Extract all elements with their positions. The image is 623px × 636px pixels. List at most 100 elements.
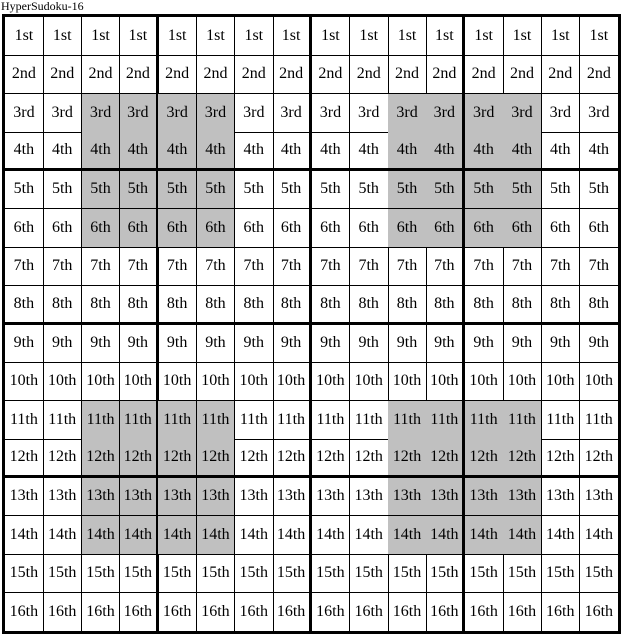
grid-cell[interactable]: 4th (349, 132, 389, 171)
grid-cell[interactable]: 9th (119, 324, 159, 363)
grid-cell[interactable]: 7th (503, 247, 542, 287)
grid-cell[interactable]: 2nd (426, 55, 466, 95)
grid-cell[interactable]: 4th (541, 132, 581, 171)
grid-cell[interactable]: 12th (119, 439, 159, 478)
grid-cell[interactable]: 3rd (388, 93, 427, 133)
grid-cell[interactable]: 7th (311, 247, 351, 287)
grid-cell[interactable]: 8th (196, 285, 236, 325)
grid-cell[interactable]: 15th (541, 554, 581, 594)
grid-cell[interactable]: 14th (311, 515, 351, 555)
grid-cell[interactable]: 11th (81, 400, 121, 440)
grid-cell[interactable]: 12th (196, 439, 236, 478)
grid-cell[interactable]: 4th (43, 132, 83, 171)
grid-cell[interactable]: 13th (273, 477, 312, 517)
grid-cell[interactable]: 5th (158, 170, 198, 210)
grid-cell[interactable]: 11th (234, 400, 274, 440)
grid-cell[interactable]: 9th (273, 324, 312, 363)
grid-cell[interactable]: 2nd (311, 55, 351, 95)
grid-cell[interactable]: 16th (158, 592, 198, 631)
grid-cell[interactable]: 11th (503, 400, 542, 440)
grid-cell[interactable]: 16th (541, 592, 581, 631)
grid-cell[interactable]: 6th (234, 208, 274, 248)
grid-cell[interactable]: 5th (43, 170, 83, 210)
grid-cell[interactable]: 14th (503, 515, 542, 555)
grid-cell[interactable]: 7th (158, 247, 198, 287)
grid-cell[interactable]: 11th (311, 400, 351, 440)
grid-cell[interactable]: 16th (426, 592, 466, 631)
grid-cell[interactable]: 6th (426, 208, 466, 248)
grid-cell[interactable]: 2nd (5, 55, 44, 95)
grid-cell[interactable]: 7th (81, 247, 121, 287)
grid-cell[interactable]: 9th (541, 324, 581, 363)
grid-cell[interactable]: 4th (234, 132, 274, 171)
grid-cell[interactable]: 14th (5, 515, 44, 555)
grid-cell[interactable]: 1st (81, 17, 121, 56)
grid-cell[interactable]: 2nd (119, 55, 159, 95)
grid-cell[interactable]: 1st (426, 17, 466, 56)
grid-cell[interactable]: 2nd (158, 55, 198, 95)
grid-cell[interactable]: 9th (503, 324, 542, 363)
grid-cell[interactable]: 4th (579, 132, 618, 171)
grid-cell[interactable]: 15th (234, 554, 274, 594)
grid-cell[interactable]: 16th (503, 592, 542, 631)
grid-cell[interactable]: 4th (81, 132, 121, 171)
grid-cell[interactable]: 11th (158, 400, 198, 440)
grid-cell[interactable]: 2nd (196, 55, 236, 95)
grid-cell[interactable]: 6th (81, 208, 121, 248)
grid-cell[interactable]: 3rd (503, 93, 542, 133)
grid-cell[interactable]: 5th (426, 170, 466, 210)
grid-cell[interactable]: 9th (311, 324, 351, 363)
grid-cell[interactable]: 9th (158, 324, 198, 363)
grid-cell[interactable]: 1st (464, 17, 504, 56)
grid-cell[interactable]: 16th (584, 602, 614, 620)
grid-cell[interactable]: 1st (579, 17, 618, 56)
grid-cell[interactable]: 16th (312, 592, 351, 631)
grid-cell[interactable]: 10th (388, 362, 427, 402)
grid-cell[interactable]: 16th (350, 592, 389, 631)
grid-cell[interactable]: 10th (273, 362, 312, 402)
grid-cell[interactable]: 13th (158, 477, 198, 517)
grid-cell[interactable]: 13th (81, 477, 121, 517)
grid-cell[interactable]: 15th (579, 554, 618, 594)
grid-cell[interactable]: 8th (579, 286, 618, 325)
grid-cell[interactable]: 2nd (349, 55, 389, 95)
grid-cell[interactable]: 8th (273, 285, 312, 325)
grid-cell[interactable]: 9th (426, 324, 466, 363)
grid-cell[interactable]: 10th (579, 362, 618, 402)
grid-cell[interactable]: 16th (82, 592, 121, 631)
grid-cell[interactable]: 2nd (464, 55, 504, 95)
grid-cell[interactable]: 8th (81, 285, 121, 325)
grid-cell[interactable]: 13th (234, 477, 274, 517)
grid-cell[interactable]: 2nd (388, 55, 427, 95)
grid-cell[interactable]: 15th (196, 554, 236, 594)
grid-cell[interactable]: 15th (311, 554, 351, 594)
grid-cell[interactable]: 6th (503, 208, 542, 248)
grid-cell[interactable]: 5th (273, 170, 312, 210)
grid-cell[interactable]: 5th (5, 170, 44, 210)
grid-cell[interactable]: 13th (311, 477, 351, 517)
grid-cell[interactable]: 14th (273, 515, 312, 555)
grid-cell[interactable]: 14th (43, 515, 83, 555)
grid-cell[interactable]: 6th (311, 208, 351, 248)
grid-cell[interactable]: 2nd (234, 55, 274, 95)
grid-cell[interactable]: 8th (119, 285, 159, 325)
grid-cell[interactable]: 7th (579, 247, 618, 287)
grid-cell[interactable]: 3rd (273, 93, 312, 133)
grid-cell[interactable]: 16th (5, 592, 44, 631)
grid-cell[interactable]: 11th (388, 400, 427, 440)
grid-cell[interactable]: 7th (119, 247, 159, 287)
grid-cell[interactable]: 10th (541, 362, 581, 402)
grid-cell[interactable]: 10th (5, 362, 44, 402)
grid-cell[interactable]: 2nd (81, 55, 121, 95)
grid-cell[interactable]: 11th (43, 400, 83, 440)
grid-cell[interactable]: 16th (388, 592, 427, 631)
grid-cell[interactable]: 10th (81, 362, 121, 402)
grid-cell[interactable]: 14th (388, 515, 427, 555)
grid-cell[interactable]: 8th (426, 285, 466, 325)
grid-cell[interactable]: 10th (503, 362, 542, 402)
grid-cell[interactable]: 11th (273, 400, 312, 440)
grid-cell[interactable]: 12th (158, 439, 198, 478)
grid-cell[interactable]: 16th (273, 592, 312, 631)
grid-cell[interactable]: 7th (5, 247, 44, 287)
grid-cell[interactable]: 2nd (43, 55, 83, 95)
